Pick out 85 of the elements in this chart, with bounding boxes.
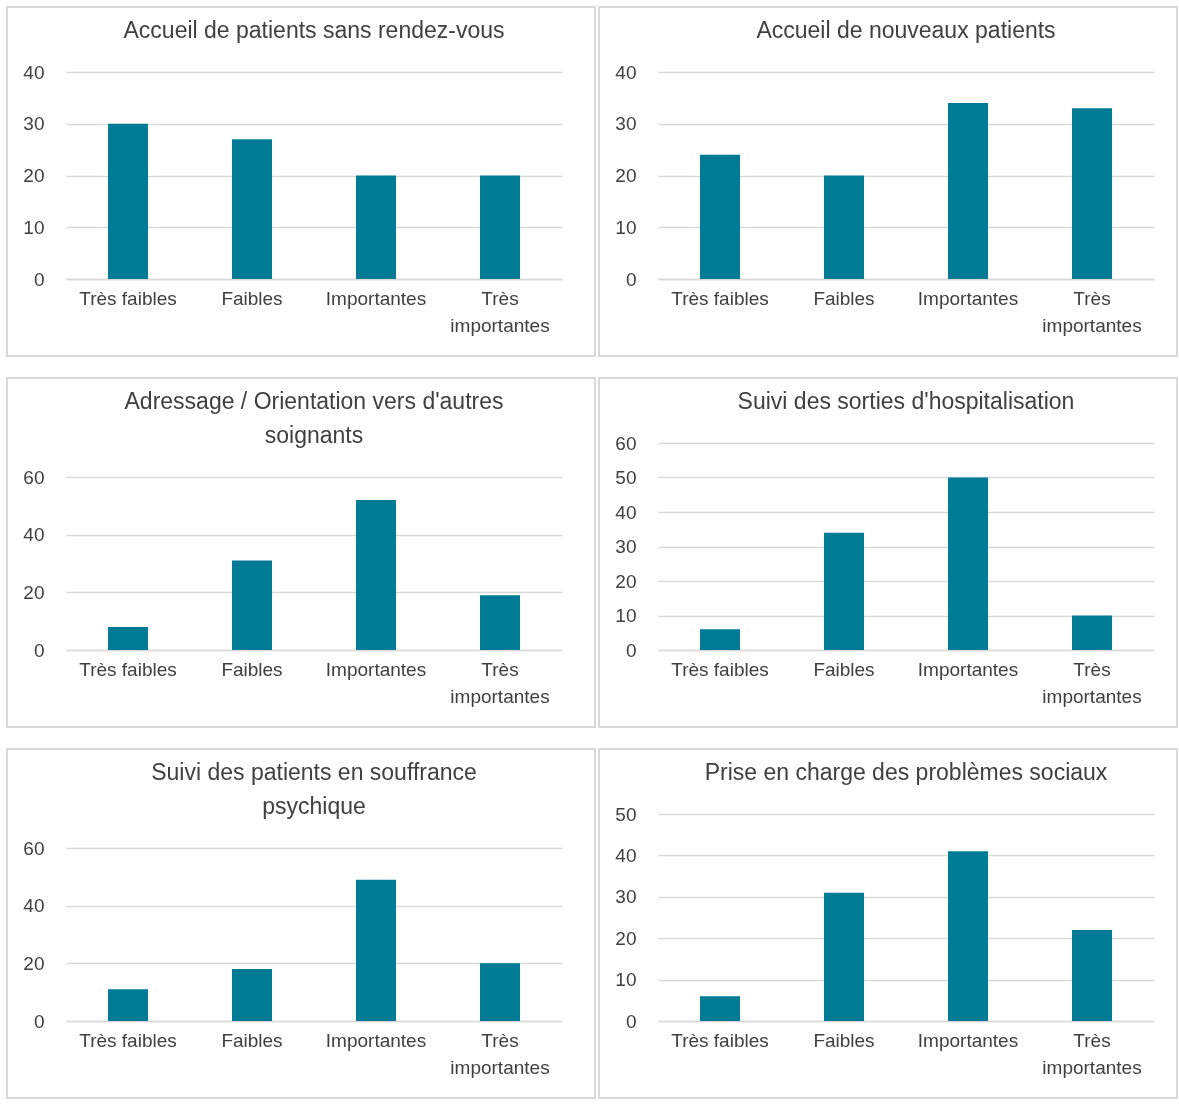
bar <box>232 969 272 1021</box>
y-tick-label: 0 <box>33 639 45 661</box>
y-tick-label: 20 <box>615 165 637 186</box>
y-tick-label: 10 <box>23 216 45 238</box>
bar <box>1072 108 1112 279</box>
bar <box>700 154 740 279</box>
bar <box>948 851 988 1021</box>
y-tick-label: 40 <box>615 844 637 866</box>
chart-title: Adressage / Orientation vers d'autres soignants <box>124 388 504 448</box>
y-tick-label: 40 <box>615 61 637 83</box>
y-tick-label: 20 <box>615 570 637 592</box>
y-tick-label: 0 <box>625 639 637 661</box>
chart-title: Suivi des sorties d'hospitalisation <box>737 388 1075 414</box>
bar <box>824 892 864 1021</box>
bar <box>1072 615 1112 650</box>
bar <box>948 103 988 279</box>
y-tick-label: 0 <box>625 268 637 290</box>
bar <box>824 175 864 279</box>
y-tick-label: 30 <box>615 886 637 908</box>
x-tick-label: Très faibles <box>79 658 177 680</box>
bar <box>356 879 396 1021</box>
bar <box>948 477 988 650</box>
y-tick-label: 10 <box>615 216 637 238</box>
bar <box>480 595 520 650</box>
x-tick-label: Importantes <box>325 287 427 309</box>
y-tick-label: 40 <box>23 524 45 546</box>
bar <box>700 996 740 1021</box>
x-tick-label: Importantes <box>917 1029 1019 1051</box>
bar <box>480 963 520 1021</box>
x-tick-label: Très faibles <box>79 1029 177 1051</box>
x-tick-label: Très faibles <box>671 287 769 309</box>
bar <box>356 500 396 650</box>
y-tick-label: 30 <box>615 536 637 557</box>
x-tick-label: Très importantes <box>1042 658 1142 707</box>
y-tick-label: 10 <box>615 969 637 991</box>
y-tick-label: 50 <box>615 467 637 488</box>
x-tick-label: Faibles <box>221 1029 283 1051</box>
bar <box>480 175 520 279</box>
y-tick-label: 60 <box>23 837 45 859</box>
x-tick-label: Importantes <box>325 658 427 680</box>
bar <box>232 139 272 279</box>
x-tick-label: Très importantes <box>450 1029 550 1078</box>
chart-title: Accueil de nouveaux patients <box>756 17 1056 43</box>
chart-title: Suivi des patients en souffrance psychique <box>151 759 477 819</box>
y-tick-label: 60 <box>23 466 45 488</box>
x-tick-label: Très importantes <box>1042 287 1142 336</box>
y-tick-label: 40 <box>615 501 637 523</box>
x-tick-label: Très importantes <box>1042 1029 1142 1078</box>
y-tick-label: 20 <box>23 581 45 603</box>
x-tick-label: Très faibles <box>671 1029 769 1051</box>
y-tick-label: 20 <box>23 952 45 974</box>
y-tick-label: 40 <box>23 61 45 83</box>
y-tick-label: 0 <box>625 1010 637 1032</box>
y-tick-label: 50 <box>615 803 637 825</box>
y-tick-label: 10 <box>615 605 637 626</box>
y-tick-label: 30 <box>23 113 45 135</box>
y-tick-label: 0 <box>33 1010 45 1032</box>
x-tick-label: Faibles <box>221 658 283 680</box>
bar <box>232 560 272 650</box>
bar <box>824 532 864 650</box>
y-tick-label: 20 <box>615 927 637 949</box>
x-tick-label: Faibles <box>221 287 283 309</box>
y-tick-label: 0 <box>33 268 45 290</box>
x-tick-label: Importantes <box>917 658 1019 680</box>
y-tick-label: 30 <box>615 113 637 135</box>
x-tick-label: Faibles <box>813 658 875 680</box>
x-tick-label: Faibles <box>813 287 875 309</box>
x-tick-label: Importantes <box>917 287 1019 309</box>
y-tick-label: 40 <box>23 895 45 917</box>
x-tick-label: Importantes <box>325 1029 427 1051</box>
y-tick-label: 20 <box>23 165 45 186</box>
bar <box>108 989 148 1021</box>
chart-title: Accueil de patients sans rendez-vous <box>123 17 505 43</box>
x-tick-label: Très importantes <box>450 658 550 707</box>
bar <box>700 629 740 650</box>
bar <box>108 123 148 279</box>
bar <box>108 626 148 650</box>
x-tick-label: Faibles <box>813 1029 875 1051</box>
x-tick-label: Très faibles <box>79 287 177 309</box>
chart-title: Prise en charge des problèmes sociaux <box>704 759 1108 785</box>
bar <box>356 175 396 279</box>
x-tick-label: Très importantes <box>450 287 550 336</box>
bar <box>1072 929 1112 1021</box>
x-tick-label: Très faibles <box>671 658 769 680</box>
y-tick-label: 60 <box>615 432 637 454</box>
